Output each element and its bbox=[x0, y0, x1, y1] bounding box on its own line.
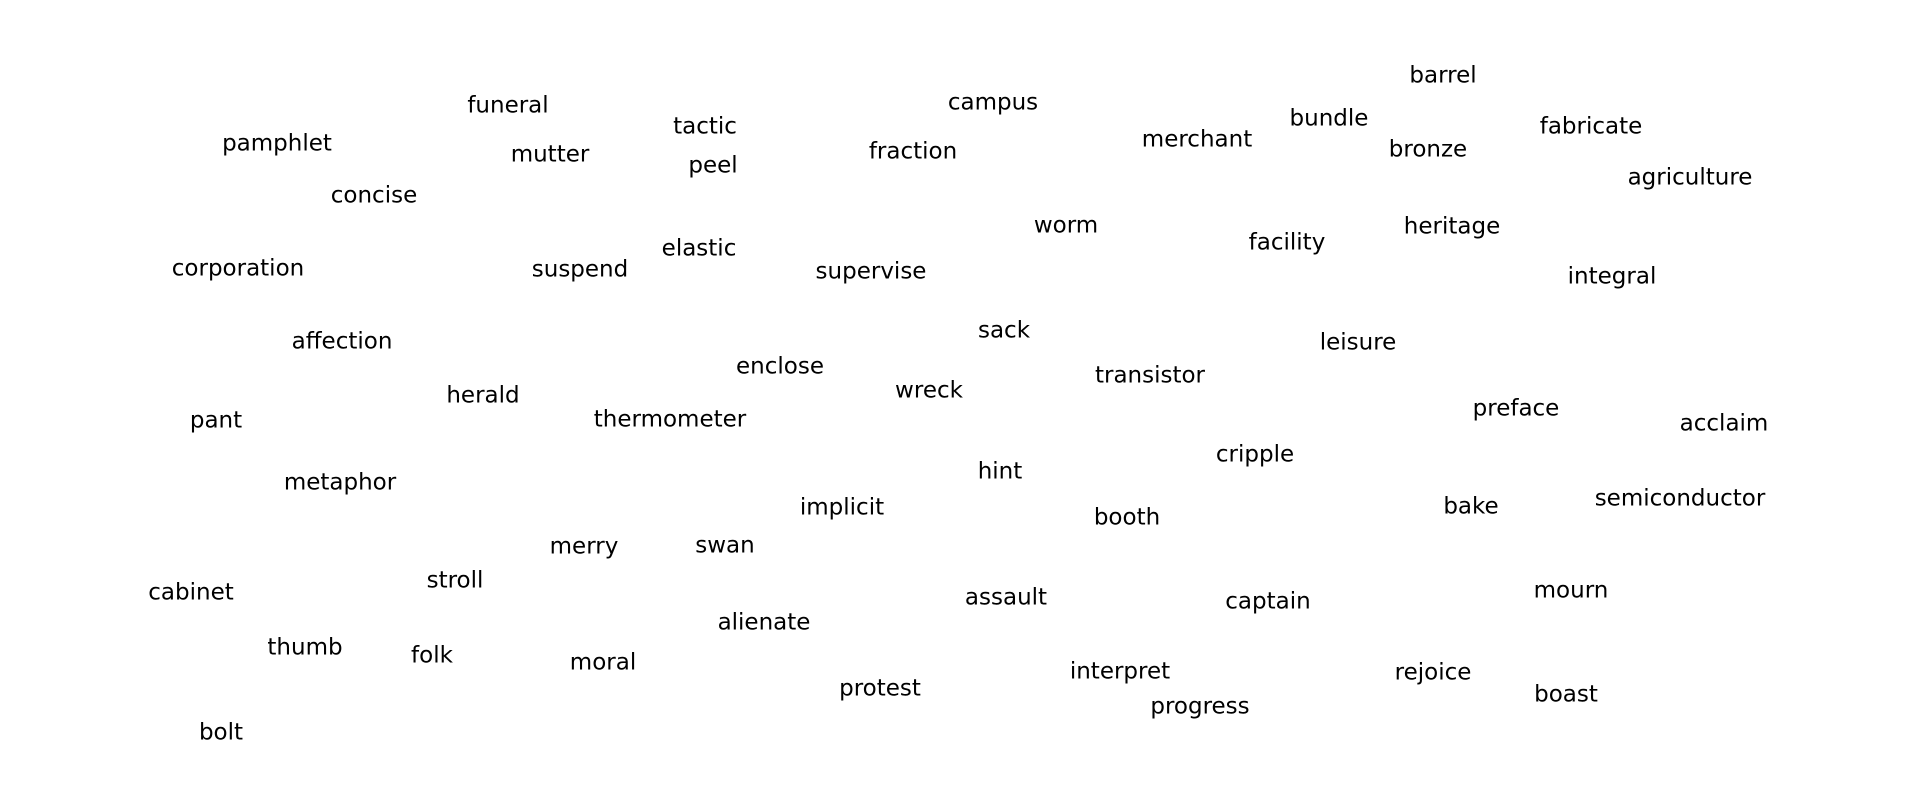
word: integral bbox=[1567, 263, 1657, 290]
word: transistor bbox=[1094, 362, 1206, 389]
word: boast bbox=[1534, 681, 1598, 708]
word: suspend bbox=[531, 256, 629, 283]
word: thermometer bbox=[593, 406, 747, 433]
word: facility bbox=[1248, 229, 1326, 256]
word: thumb bbox=[267, 634, 343, 661]
word: barrel bbox=[1409, 62, 1477, 89]
word: corporation bbox=[171, 255, 305, 282]
word: peel bbox=[688, 152, 738, 179]
word: fabricate bbox=[1539, 113, 1643, 140]
word: cabinet bbox=[148, 579, 234, 606]
word: agriculture bbox=[1627, 164, 1753, 191]
word: rejoice bbox=[1394, 659, 1472, 686]
word: progress bbox=[1150, 693, 1250, 720]
word: mutter bbox=[510, 141, 590, 168]
word: heritage bbox=[1403, 213, 1501, 240]
word: funeral bbox=[467, 92, 549, 119]
word: assault bbox=[964, 584, 1048, 611]
word: semiconductor bbox=[1594, 485, 1766, 512]
word: swan bbox=[695, 532, 755, 559]
word: merchant bbox=[1141, 126, 1253, 153]
word: metaphor bbox=[283, 469, 397, 496]
word: enclose bbox=[736, 353, 824, 380]
word: protest bbox=[839, 675, 921, 702]
word: preface bbox=[1472, 395, 1560, 422]
word: sack bbox=[977, 317, 1031, 344]
word: bundle bbox=[1289, 105, 1369, 132]
word: mourn bbox=[1533, 577, 1609, 604]
word: herald bbox=[446, 382, 520, 409]
word: leisure bbox=[1319, 329, 1397, 356]
word: elastic bbox=[661, 235, 737, 262]
word: pamphlet bbox=[222, 130, 332, 157]
word: booth bbox=[1093, 504, 1161, 531]
word: pant bbox=[189, 407, 243, 434]
word: interpret bbox=[1069, 658, 1171, 685]
word: bronze bbox=[1388, 136, 1468, 163]
word: stroll bbox=[426, 567, 484, 594]
word: fraction bbox=[868, 138, 958, 165]
word: wreck bbox=[895, 377, 963, 404]
word: hint bbox=[977, 458, 1023, 485]
word: acclaim bbox=[1679, 410, 1769, 437]
word: captain bbox=[1225, 588, 1311, 615]
word: folk bbox=[411, 642, 453, 669]
word: tactic bbox=[673, 113, 737, 140]
word: bake bbox=[1443, 493, 1499, 520]
word: worm bbox=[1033, 212, 1099, 239]
word: supervise bbox=[815, 258, 927, 285]
word: merry bbox=[549, 533, 619, 560]
word: moral bbox=[569, 649, 637, 676]
word: bolt bbox=[198, 719, 244, 746]
word: affection bbox=[291, 328, 393, 355]
word: implicit bbox=[799, 494, 885, 521]
word: cripple bbox=[1215, 441, 1295, 468]
word: alienate bbox=[717, 609, 811, 636]
word: concise bbox=[330, 182, 418, 209]
word: campus bbox=[947, 89, 1039, 116]
